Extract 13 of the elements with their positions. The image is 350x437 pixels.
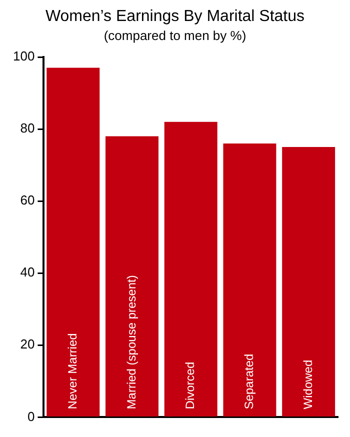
y-tick-label: 80	[20, 120, 35, 136]
y-tick-label: 0	[27, 408, 35, 424]
x-tick-label: Divorced	[183, 362, 198, 410]
y-tick-label: 60	[20, 192, 35, 208]
x-tick-label: Widowed	[300, 360, 315, 410]
chart-subtitle: (compared to men by %)	[102, 28, 248, 43]
y-tick-label: 100	[12, 48, 35, 64]
x-tick-label: Separated	[242, 354, 256, 410]
x-tick-label: Never Married	[65, 333, 80, 410]
y-tick-label: 20	[20, 336, 35, 352]
chart-title: Women’s Earnings By Marital Status	[44, 8, 306, 26]
x-tick-label: Married (spouse present)	[124, 275, 138, 410]
y-tick-label: 40	[20, 264, 35, 280]
